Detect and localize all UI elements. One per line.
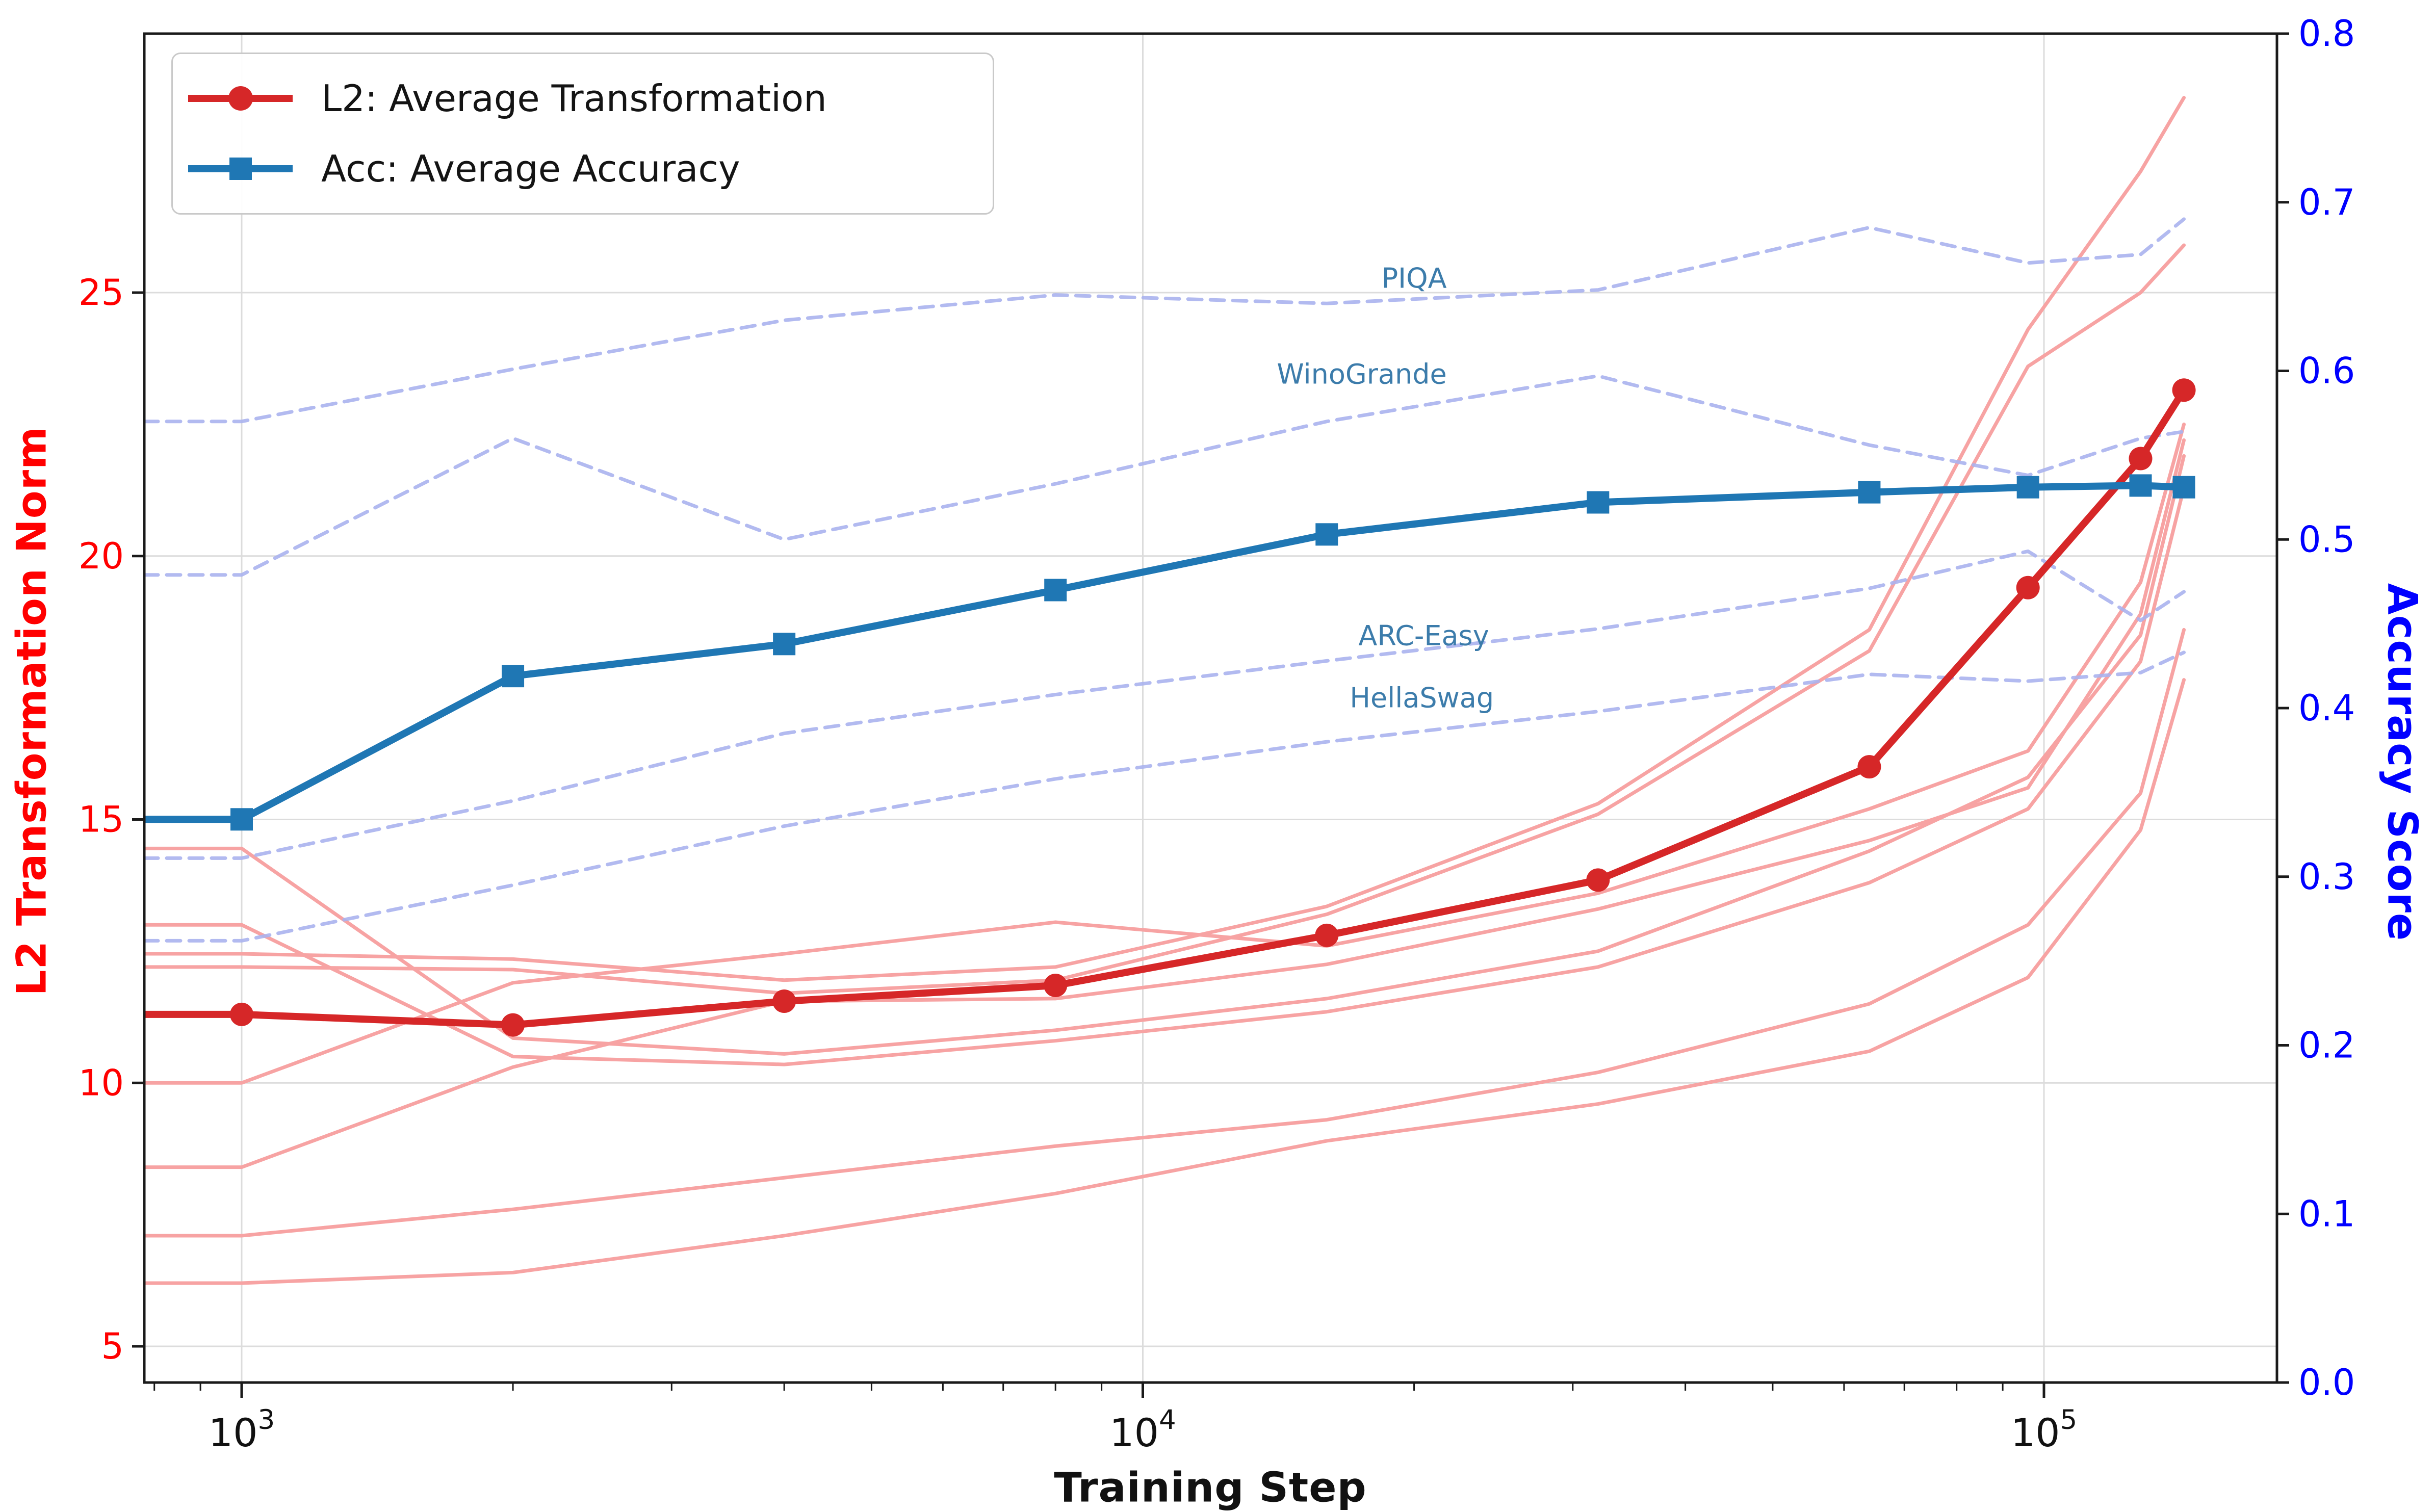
l2-marker: [230, 1002, 253, 1026]
legend: L2: Average Transformation Acc: Average …: [171, 53, 994, 215]
x-axis-title: Training Step: [1054, 1464, 1367, 1511]
series-arc-easy: [144, 549, 2186, 860]
x-tick-label: 105: [2011, 1404, 2077, 1455]
gridlines: [144, 34, 2277, 1383]
l2-marker: [772, 989, 796, 1013]
curve-label-hellaswag: HellaSwag: [1350, 682, 1494, 714]
series-hellaswag: [144, 650, 2186, 943]
right-tick-label: 0.5: [2298, 518, 2355, 560]
l2-marker: [2129, 447, 2153, 471]
series-piqa: [144, 217, 2186, 424]
acc-marker: [2129, 474, 2152, 497]
legend-item-l2: L2: Average Transformation: [188, 68, 977, 129]
l2-marker: [1857, 755, 1881, 779]
left-tick-label: 20: [79, 535, 124, 577]
acc-marker: [230, 808, 253, 831]
legend-label-l2: L2: Average Transformation: [321, 77, 827, 120]
left-tick-label: 25: [79, 272, 124, 314]
acc-marker: [1044, 579, 1067, 602]
l2-marker: [1586, 868, 1610, 892]
acc-marker: [1587, 491, 1610, 514]
acc-marker: [2016, 476, 2039, 499]
right-tick-label: 0.7: [2298, 181, 2355, 223]
right-tick-label: 0.2: [2298, 1025, 2355, 1066]
right-tick-label: 0.4: [2298, 687, 2355, 729]
series-individual-l2-2: [144, 485, 2186, 1066]
right-axis-title: Accuracy Score: [2378, 583, 2426, 942]
series-individual-l2-3: [144, 96, 2186, 982]
l2-marker: [2016, 576, 2040, 599]
l2-marker: [1315, 923, 1339, 947]
x-tick-label: 104: [1109, 1404, 1176, 1455]
right-tick-label: 0.3: [2298, 856, 2355, 898]
series-individual-l2-8: [144, 678, 2186, 1285]
legend-item-acc: Acc: Average Accuracy: [188, 138, 977, 199]
x-tick-label: 103: [209, 1404, 275, 1455]
series-individual-l2-4: [144, 243, 2186, 996]
plot-area: [144, 96, 2196, 1285]
left-tick-label: 15: [79, 799, 124, 841]
l2-marker: [501, 1013, 525, 1037]
right-tick-label: 0.0: [2298, 1362, 2355, 1403]
l2-marker: [1044, 974, 1068, 998]
series-individual-l2-7: [144, 628, 2186, 1238]
left-tick-label: 5: [101, 1325, 124, 1367]
right-tick-label: 0.1: [2298, 1193, 2355, 1235]
acc-marker: [773, 633, 796, 656]
curve-label-winogrande: WinoGrande: [1277, 358, 1447, 390]
series-winogrande: [144, 374, 2186, 577]
legend-label-acc: Acc: Average Accuracy: [321, 147, 740, 190]
left-axis-title: L2 Transformation Norm: [8, 426, 56, 996]
acc-marker: [502, 665, 525, 688]
acc-marker: [2172, 476, 2195, 499]
l2-line-swatch-icon: [188, 86, 293, 111]
l2-marker: [2172, 378, 2196, 402]
acc-marker: [1315, 523, 1338, 546]
left-tick-label: 10: [79, 1062, 124, 1104]
series-individual-l2-6: [144, 438, 2186, 1169]
plot-border: [143, 32, 2278, 1384]
acc-marker: [1858, 481, 1881, 504]
series-acc-average-accuracy: [144, 474, 2195, 831]
curve-label-arc-easy: ARC-Easy: [1358, 619, 1489, 652]
axis-ticks: 5 10 15 20 25 0.0 0.1 0.2 0.3 0.4 0.5 0.6 0.7 0.8 103 1…: [79, 13, 2355, 1455]
series-l2-average-transformation: [144, 378, 2196, 1037]
curve-label-piqa: PIQA: [1381, 262, 1447, 295]
right-tick-label: 0.8: [2298, 13, 2355, 55]
acc-line-swatch-icon: [188, 157, 293, 180]
right-tick-label: 0.6: [2298, 350, 2355, 392]
